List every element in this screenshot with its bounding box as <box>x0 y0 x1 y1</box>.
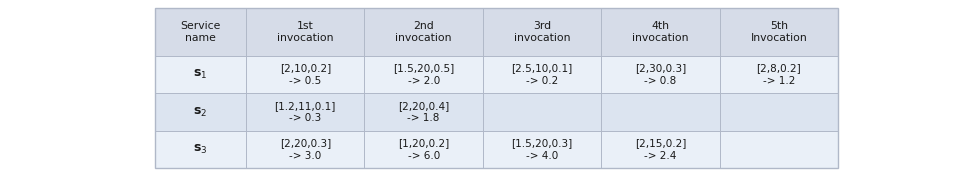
Text: $\mathbf{s}_{3}$: $\mathbf{s}_{3}$ <box>194 143 208 156</box>
Bar <box>155 8 838 168</box>
Bar <box>155 56 838 93</box>
Bar <box>155 8 838 56</box>
Text: [1.5,20,0.3]
-> 4.0: [1.5,20,0.3] -> 4.0 <box>512 138 573 161</box>
Text: 3rd
invocation: 3rd invocation <box>514 21 571 43</box>
Text: 1st
invocation: 1st invocation <box>277 21 334 43</box>
Text: [2,20,0.4]
-> 1.8: [2,20,0.4] -> 1.8 <box>398 101 449 123</box>
Text: 4th
invocation: 4th invocation <box>632 21 688 43</box>
Text: [1.5,20,0.5]
-> 2.0: [1.5,20,0.5] -> 2.0 <box>393 63 454 86</box>
Bar <box>155 131 838 168</box>
Text: [2,20,0.3]
-> 3.0: [2,20,0.3] -> 3.0 <box>280 138 331 161</box>
Text: [2,10,0.2]
-> 0.5: [2,10,0.2] -> 0.5 <box>280 63 331 86</box>
Text: 5th
Invocation: 5th Invocation <box>750 21 807 43</box>
Text: [2,15,0.2]
-> 2.4: [2,15,0.2] -> 2.4 <box>634 138 686 161</box>
Text: [1.2,11,0.1]
-> 0.3: [1.2,11,0.1] -> 0.3 <box>275 101 335 123</box>
Text: [2.5,10,0.1]
-> 0.2: [2.5,10,0.1] -> 0.2 <box>512 63 573 86</box>
Text: 2nd
invocation: 2nd invocation <box>395 21 452 43</box>
Bar <box>155 93 838 131</box>
Text: [2,30,0.3]
-> 0.8: [2,30,0.3] -> 0.8 <box>635 63 686 86</box>
Text: $\mathbf{s}_{2}$: $\mathbf{s}_{2}$ <box>194 105 207 119</box>
Text: Service
name: Service name <box>180 21 221 43</box>
Text: [2,8,0.2]
-> 1.2: [2,8,0.2] -> 1.2 <box>757 63 801 86</box>
Text: $\mathbf{s}_{1}$: $\mathbf{s}_{1}$ <box>194 68 207 81</box>
Text: [1,20,0.2]
-> 6.0: [1,20,0.2] -> 6.0 <box>398 138 449 161</box>
